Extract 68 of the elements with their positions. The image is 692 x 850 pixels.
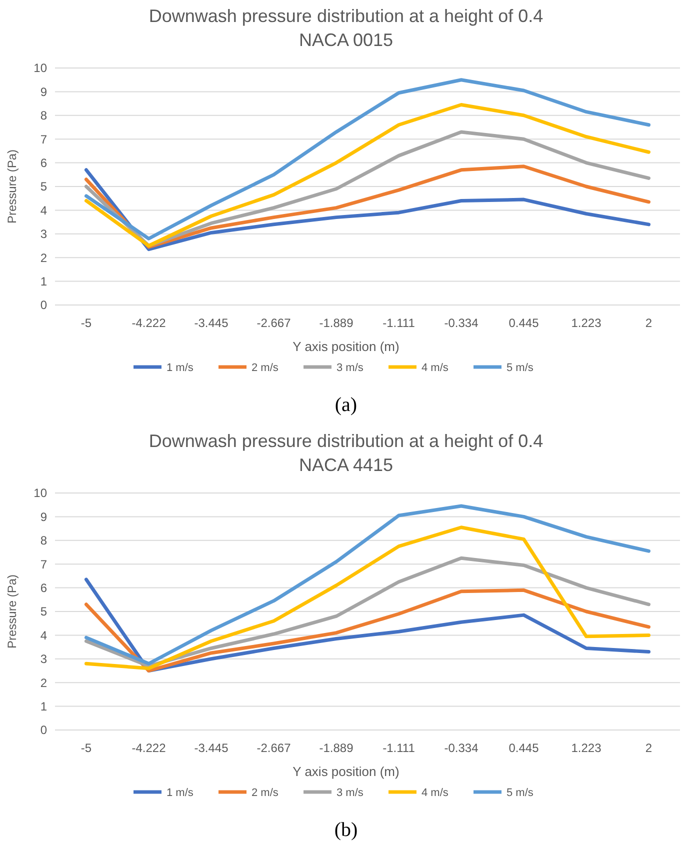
y-axis-title: Pressure (Pa) [5,149,19,224]
y-axis-title: Pressure (Pa) [5,574,19,649]
y-tick-label: 7 [40,132,48,146]
y-tick-label: 9 [40,84,48,99]
y-tick-label: 4 [40,203,48,218]
y-tick-label: 2 [40,250,48,265]
x-tick-label: -1.889 [319,741,354,755]
x-tick-label: -5 [80,741,92,755]
chart-title: Downwash pressure distribution at a height of 0.4 [148,6,544,26]
y-tick-label: 6 [40,581,48,595]
x-tick-label: 2 [645,741,652,755]
x-tick-label: -0.334 [444,316,479,330]
x-axis-title: Y axis position (m) [292,339,400,354]
chart-subtitle: NACA 4415 [298,455,394,475]
x-tick-label: -5 [80,316,92,330]
x-tick-label: -1.111 [382,316,416,330]
chart-subtitle: NACA 0015 [298,30,394,50]
y-tick-label: 3 [40,227,48,242]
x-tick-label: 2 [645,316,652,330]
y-tick-label: 5 [40,180,48,194]
y-tick-label: 8 [40,534,48,548]
y-tick-label: 3 [40,652,48,666]
legend-label: 1 m/s [166,362,194,374]
x-tick-label: -1.111 [382,741,416,755]
legend-label: 5 m/s [506,362,534,374]
y-tick-label: 5 [40,604,48,619]
x-tick-label: 1.223 [571,316,602,330]
x-tick-label: -4.222 [132,741,166,755]
x-tick-label: -4.222 [132,316,166,330]
x-tick-label: 0.445 [508,741,540,755]
line-series [84,130,650,248]
legend-label: 1 m/s [166,786,194,799]
y-tick-label: 0 [40,298,48,312]
legend-label: 2 m/s [252,786,279,799]
y-tick-label: 10 [34,486,48,500]
legend-label: 3 m/s [336,362,364,374]
text: (b) [334,819,358,841]
x-tick-label: -3.445 [194,316,229,330]
y-tick-label: 4 [40,628,48,642]
x-tick-label: 0.445 [508,316,540,330]
y-tick-label: 10 [34,61,48,76]
y-tick-label: 1 [40,700,48,714]
legend-label: 4 m/s [422,786,449,799]
chart-title: Downwash pressure distribution at a height of 0.4 [148,431,544,451]
x-tick-label: 1.223 [571,741,602,755]
line-series [84,504,650,666]
x-tick-label: -1.889 [319,316,354,330]
line-series [84,556,650,668]
x-axis-title: Y axis position (m) [292,764,400,779]
y-tick-label: 0 [40,723,48,738]
line-series [84,102,650,248]
line-series [84,526,650,670]
legend-label: 3 m/s [336,786,364,799]
y-tick-label: 6 [40,156,48,170]
y-tick-label: 1 [40,274,48,288]
y-tick-label: 9 [40,510,48,524]
x-tick-label: -0.334 [444,741,479,755]
legend-label: 4 m/s [422,362,449,374]
legend-label: 5 m/s [506,786,534,799]
line-series [84,78,650,240]
x-tick-label: -2.667 [256,316,292,330]
y-tick-label: 7 [40,557,48,572]
x-tick-label: -2.667 [256,741,292,755]
x-tick-label: -3.445 [194,741,229,755]
y-tick-label: 8 [40,108,48,123]
text: (a) [334,394,358,416]
y-tick-label: 2 [40,676,48,690]
legend-label: 2 m/s [252,362,279,374]
